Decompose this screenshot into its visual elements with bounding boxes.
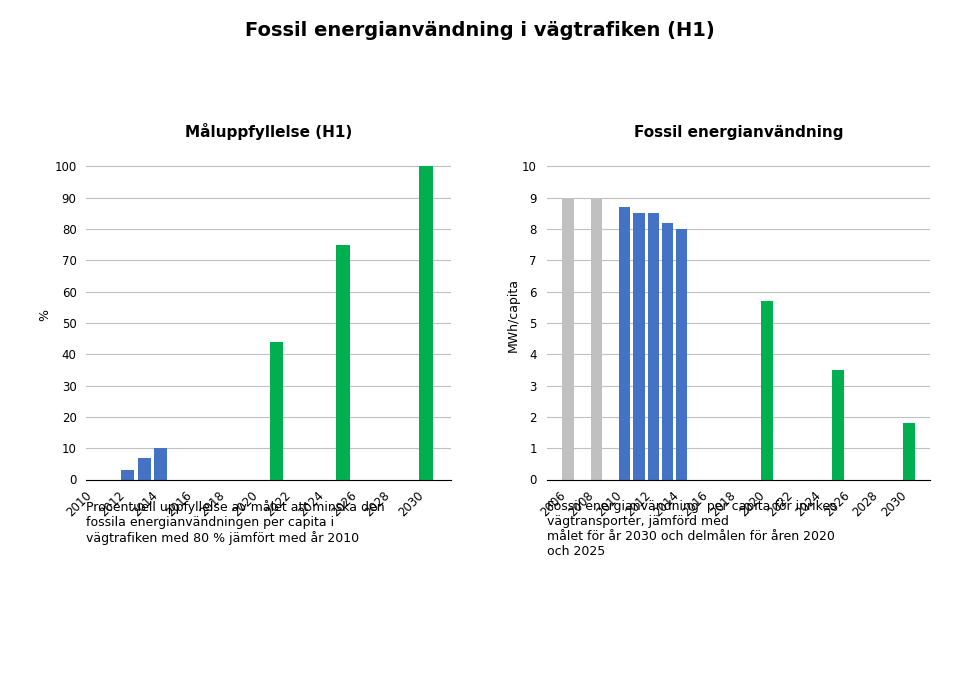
Text: Fossil energianvändning  per capita för inrikes
vägtransporter, jämförd med
måle: Fossil energianvändning per capita för i… [547, 500, 836, 558]
Title: Måluppfyllelse (H1): Måluppfyllelse (H1) [185, 123, 352, 140]
Bar [154, 448, 168, 479]
Y-axis label: MWh/capita: MWh/capita [506, 278, 519, 352]
Bar [903, 423, 915, 479]
Bar [620, 207, 630, 480]
Bar [662, 223, 673, 479]
Bar [761, 301, 773, 479]
Bar [676, 229, 688, 480]
Bar [138, 458, 151, 480]
Bar [832, 370, 844, 480]
Bar [591, 198, 602, 479]
Title: Fossil energianvändning: Fossil energianvändning [634, 125, 843, 140]
Bar [633, 213, 644, 480]
Y-axis label: %: % [38, 309, 52, 321]
Text: Procentuell uppfyllelse av målet att minska den
fossila energianvändningen per c: Procentuell uppfyllelse av målet att min… [86, 500, 385, 545]
Bar [270, 342, 284, 480]
Bar [121, 470, 134, 479]
Bar [647, 213, 659, 480]
Text: Fossil energianvändning i vägtrafiken (H1): Fossil energianvändning i vägtrafiken (H… [245, 21, 714, 40]
Bar [562, 198, 573, 479]
Bar [337, 245, 350, 480]
Bar [419, 166, 433, 479]
